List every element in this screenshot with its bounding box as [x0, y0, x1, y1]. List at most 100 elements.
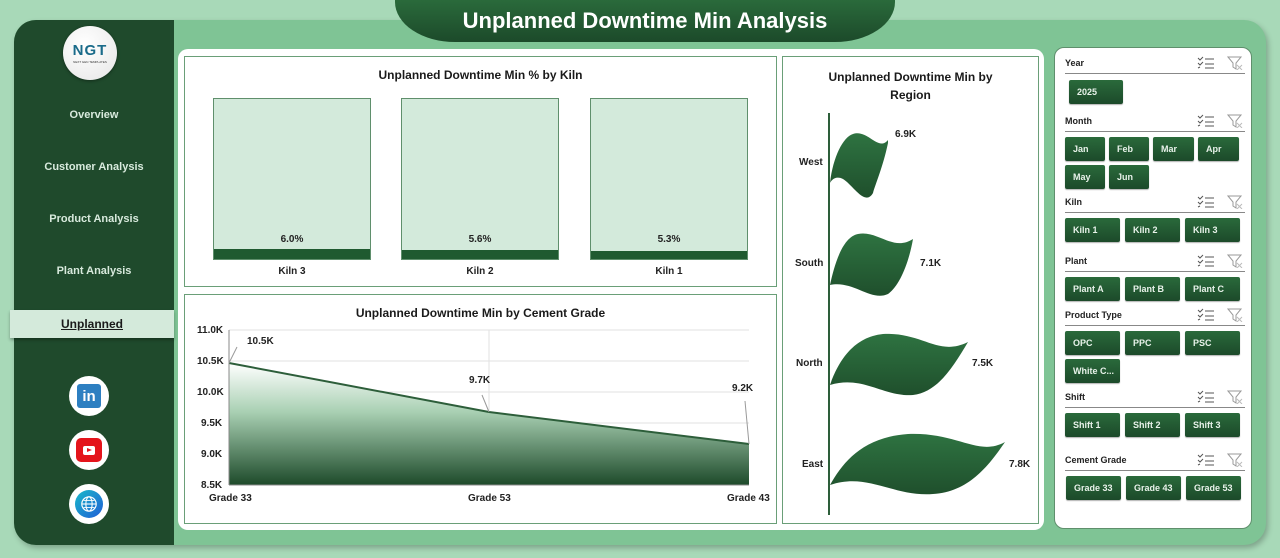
clear-filter-icon[interactable] [1227, 195, 1243, 209]
sidebar-item-overview[interactable]: Overview [69, 109, 119, 121]
slicer-item-jun[interactable]: Jun [1109, 165, 1149, 189]
slicer-title: Plant [1065, 256, 1088, 266]
slicer-item-plant-a[interactable]: Plant A [1065, 277, 1120, 301]
slicer-item-kiln-1[interactable]: Kiln 1 [1065, 218, 1120, 242]
slicer-month-header: Month [1065, 114, 1245, 132]
slicer-item-jan[interactable]: Jan [1065, 137, 1105, 161]
kiln-bar[interactable]: 5.6% [401, 98, 559, 260]
sidebar-item-customer-analysis[interactable]: Customer Analysis [44, 161, 144, 173]
slicer-item-apr[interactable]: Apr [1198, 137, 1239, 161]
multi-select-icon[interactable] [1197, 453, 1215, 467]
clear-filter-icon[interactable] [1227, 308, 1243, 322]
y-category: West [799, 157, 823, 168]
logo-subtitle: NEXT GEN TEMPLATES [73, 60, 107, 64]
kiln-chart: Unplanned Downtime Min % by Kiln 6.0% Ki… [184, 56, 777, 287]
multi-select-icon[interactable] [1197, 390, 1215, 404]
cement-grade-chart-title: Unplanned Downtime Min by Cement Grade [355, 306, 606, 320]
y-category: South [795, 258, 824, 269]
linkedin-button[interactable]: in [69, 376, 109, 416]
slicer-cement-grade-header: Cement Grade [1065, 453, 1245, 471]
sidebar-item-product-analysis[interactable]: Product Analysis [49, 213, 139, 225]
data-label: 9.7K [469, 375, 491, 386]
slicer-item-opc[interactable]: OPC [1065, 331, 1120, 355]
slicer-item-2025[interactable]: 2025 [1069, 80, 1123, 104]
kiln-bar-label: Kiln 2 [466, 266, 494, 277]
slicer-item-feb[interactable]: Feb [1109, 137, 1149, 161]
multi-select-icon[interactable] [1197, 254, 1215, 268]
data-label: 9.2K [732, 383, 754, 394]
slicer-title: Month [1065, 116, 1092, 126]
slicer-item-white-cement[interactable]: White C... [1065, 359, 1120, 383]
kiln-bar-value: 5.6% [468, 234, 492, 245]
y-tick: 10.0K [197, 387, 224, 398]
slicer-product-type-header: Product Type [1065, 308, 1245, 326]
y-tick: 9.5K [201, 418, 223, 429]
slicer-plant-header: Plant [1065, 254, 1245, 272]
slicer-item-mar[interactable]: Mar [1153, 137, 1194, 161]
x-tick: Grade 33 [209, 493, 252, 504]
data-label: 7.8K [1009, 459, 1031, 470]
data-label: 7.5K [972, 358, 994, 369]
clear-filter-icon[interactable] [1227, 254, 1243, 268]
kiln-chart-title: Unplanned Downtime Min % by Kiln [378, 68, 583, 82]
y-category: East [802, 459, 824, 470]
slicer-shift-header: Shift [1065, 390, 1245, 408]
slicer-item-kiln-2[interactable]: Kiln 2 [1125, 218, 1180, 242]
area-plot [228, 329, 750, 486]
slicer-panel: Year 2025 Month Jan Feb Mar Apr May Jun … [1054, 47, 1252, 529]
clear-filter-icon[interactable] [1227, 453, 1243, 467]
clear-filter-icon[interactable] [1227, 56, 1243, 70]
slicer-title: Shift [1065, 392, 1085, 402]
clear-filter-icon[interactable] [1227, 390, 1243, 404]
multi-select-icon[interactable] [1197, 195, 1215, 209]
sidebar-item-plant-analysis[interactable]: Plant Analysis [56, 265, 132, 277]
slicer-item-kiln-3[interactable]: Kiln 3 [1185, 218, 1240, 242]
youtube-icon [76, 438, 102, 462]
slicer-item-ppc[interactable]: PPC [1125, 331, 1180, 355]
kiln-bar-label: Kiln 1 [655, 266, 683, 277]
slicer-item-shift-1[interactable]: Shift 1 [1065, 413, 1120, 437]
globe-icon [75, 490, 103, 518]
kiln-bar-value: 5.3% [657, 234, 681, 245]
slicer-item-shift-3[interactable]: Shift 3 [1185, 413, 1240, 437]
y-tick: 10.5K [197, 356, 224, 367]
slicer-item-shift-2[interactable]: Shift 2 [1125, 413, 1180, 437]
slicer-kiln-header: Kiln [1065, 195, 1245, 213]
data-label: 7.1K [920, 258, 942, 269]
website-button[interactable] [69, 484, 109, 524]
clear-filter-icon[interactable] [1227, 114, 1243, 128]
data-label: 6.9K [895, 129, 917, 140]
kiln-bar-label: Kiln 3 [278, 266, 306, 277]
multi-select-icon[interactable] [1197, 308, 1215, 322]
sidebar: NGT NEXT GEN TEMPLATES Overview Customer… [10, 20, 174, 545]
y-tick: 8.5K [201, 480, 223, 491]
slicer-item-grade-33[interactable]: Grade 33 [1066, 476, 1121, 500]
kiln-bar[interactable]: 6.0% [213, 98, 371, 260]
slicer-title: Product Type [1065, 310, 1122, 320]
sidebar-item-unplanned[interactable]: Unplanned [10, 310, 174, 338]
region-chart-title: Unplanned Downtime Min by Region [828, 70, 993, 102]
logo: NGT NEXT GEN TEMPLATES [63, 26, 117, 80]
data-label: 10.5K [247, 336, 274, 347]
cement-grade-chart: Unplanned Downtime Min by Cement Grade 1… [184, 294, 777, 524]
slicer-item-psc[interactable]: PSC [1185, 331, 1240, 355]
slicer-item-may[interactable]: May [1065, 165, 1105, 189]
slicer-item-plant-b[interactable]: Plant B [1125, 277, 1180, 301]
x-tick: Grade 53 [468, 493, 511, 504]
slicer-item-grade-43[interactable]: Grade 43 [1126, 476, 1181, 500]
flag-plot [828, 113, 1005, 515]
y-category: North [796, 358, 823, 369]
y-tick: 11.0K [197, 325, 224, 336]
kiln-bar[interactable]: 5.3% [590, 98, 748, 260]
linkedin-icon: in [77, 384, 101, 408]
multi-select-icon[interactable] [1197, 56, 1215, 70]
page-title: Unplanned Downtime Min Analysis [395, 0, 895, 42]
slicer-title: Year [1065, 58, 1085, 68]
slicer-item-plant-c[interactable]: Plant C [1185, 277, 1240, 301]
y-tick: 9.0K [201, 449, 223, 460]
slicer-item-grade-53[interactable]: Grade 53 [1186, 476, 1241, 500]
multi-select-icon[interactable] [1197, 114, 1215, 128]
slicer-title: Cement Grade [1065, 455, 1127, 465]
logo-text: NGT [72, 42, 108, 59]
youtube-button[interactable] [69, 430, 109, 470]
